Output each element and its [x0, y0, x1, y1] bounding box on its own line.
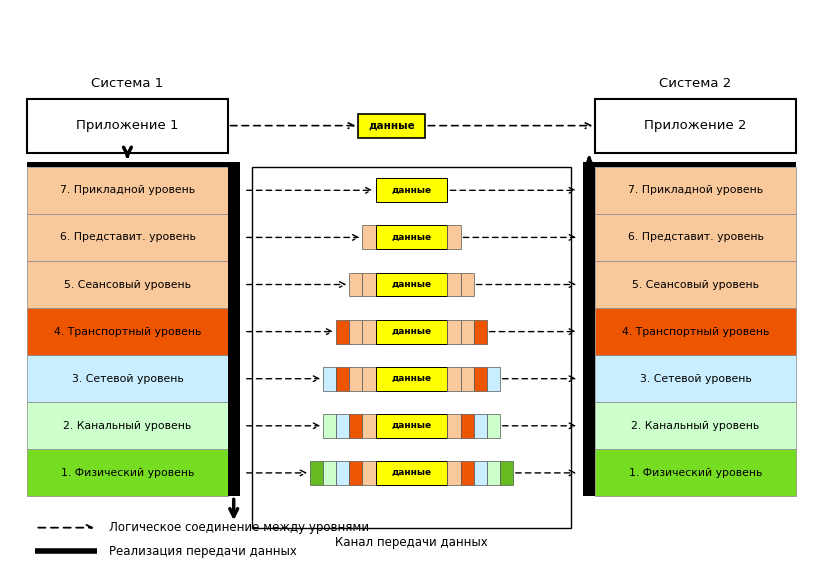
Text: 1. Физический уровень: 1. Физический уровень: [629, 468, 762, 478]
Text: Логическое соединение между уровнями: Логическое соединение между уровнями: [109, 521, 370, 534]
Bar: [595, 99, 796, 152]
Bar: [375, 226, 448, 249]
Text: 7. Прикладной уровень: 7. Прикладной уровень: [60, 185, 195, 195]
Text: Приложение 1: Приложение 1: [77, 119, 179, 132]
Bar: [448, 273, 461, 296]
Bar: [337, 461, 350, 485]
Text: данные: данные: [369, 121, 416, 131]
Bar: [584, 167, 595, 496]
Text: 5. Сеансовый уровень: 5. Сеансовый уровень: [632, 280, 759, 289]
Bar: [500, 461, 513, 485]
Bar: [461, 461, 473, 485]
Bar: [362, 414, 375, 438]
Bar: [473, 320, 486, 344]
Bar: [375, 178, 448, 202]
Bar: [350, 461, 362, 485]
Bar: [448, 367, 461, 391]
Bar: [337, 320, 350, 344]
Bar: [27, 99, 228, 152]
Bar: [337, 414, 350, 438]
Text: данные: данные: [392, 186, 431, 195]
Text: данные: данные: [392, 468, 431, 477]
Text: 7. Прикладной уровень: 7. Прикладной уровень: [628, 185, 763, 195]
Bar: [27, 308, 228, 355]
Bar: [228, 167, 239, 496]
Bar: [350, 367, 362, 391]
Text: данные: данные: [392, 421, 431, 430]
Bar: [375, 273, 448, 296]
Text: Приложение 2: Приложение 2: [644, 119, 746, 132]
Bar: [461, 320, 473, 344]
Text: данные: данные: [392, 280, 431, 289]
Bar: [350, 414, 362, 438]
Text: 6. Представит. уровень: 6. Представит. уровень: [628, 233, 764, 242]
Bar: [473, 367, 486, 391]
Bar: [362, 461, 375, 485]
Bar: [486, 414, 500, 438]
Bar: [448, 461, 461, 485]
Bar: [27, 214, 228, 261]
Bar: [27, 162, 239, 167]
Bar: [27, 261, 228, 308]
Text: 3. Сетевой уровень: 3. Сетевой уровень: [639, 374, 751, 384]
Bar: [358, 113, 425, 138]
Bar: [486, 367, 500, 391]
Bar: [362, 367, 375, 391]
Bar: [27, 355, 228, 402]
Bar: [486, 461, 500, 485]
Bar: [323, 414, 337, 438]
Bar: [27, 167, 228, 214]
Bar: [337, 367, 350, 391]
Bar: [595, 214, 796, 261]
Text: Система 1: Система 1: [91, 77, 164, 90]
Bar: [350, 320, 362, 344]
Bar: [595, 355, 796, 402]
Bar: [362, 273, 375, 296]
Bar: [473, 461, 486, 485]
Text: Система 2: Система 2: [659, 77, 732, 90]
Bar: [448, 320, 461, 344]
Text: данные: данные: [392, 327, 431, 336]
Bar: [595, 261, 796, 308]
Bar: [595, 167, 796, 214]
Bar: [461, 367, 473, 391]
Bar: [595, 308, 796, 355]
Text: 1. Физический уровень: 1. Физический уровень: [61, 468, 194, 478]
Text: 2. Канальный уровень: 2. Канальный уровень: [63, 421, 192, 431]
Bar: [461, 414, 473, 438]
Text: Реализация передачи данных: Реализация передачи данных: [109, 545, 297, 558]
Bar: [375, 367, 448, 391]
Text: данные: данные: [392, 233, 431, 242]
Bar: [310, 461, 323, 485]
Text: 4. Транспортный уровень: 4. Транспортный уровень: [622, 327, 770, 336]
Bar: [27, 449, 228, 496]
Bar: [323, 461, 337, 485]
Bar: [473, 414, 486, 438]
Bar: [350, 273, 362, 296]
Bar: [584, 162, 796, 167]
Bar: [252, 167, 571, 528]
Bar: [448, 226, 461, 249]
Bar: [375, 414, 448, 438]
Bar: [362, 226, 375, 249]
Text: 4. Транспортный уровень: 4. Транспортный уровень: [53, 327, 201, 336]
Bar: [595, 449, 796, 496]
Text: данные: данные: [392, 374, 431, 383]
Text: 2. Канальный уровень: 2. Канальный уровень: [631, 421, 760, 431]
Text: Канал передачи данных: Канал передачи данных: [335, 536, 488, 549]
Bar: [595, 402, 796, 449]
Bar: [461, 273, 473, 296]
Bar: [323, 367, 337, 391]
Text: 3. Сетевой уровень: 3. Сетевой уровень: [72, 374, 184, 384]
Bar: [448, 414, 461, 438]
Text: 5. Сеансовый уровень: 5. Сеансовый уровень: [64, 280, 191, 289]
Bar: [362, 320, 375, 344]
Text: 6. Представит. уровень: 6. Представит. уровень: [59, 233, 195, 242]
Bar: [27, 402, 228, 449]
Bar: [375, 461, 448, 485]
Bar: [375, 320, 448, 344]
